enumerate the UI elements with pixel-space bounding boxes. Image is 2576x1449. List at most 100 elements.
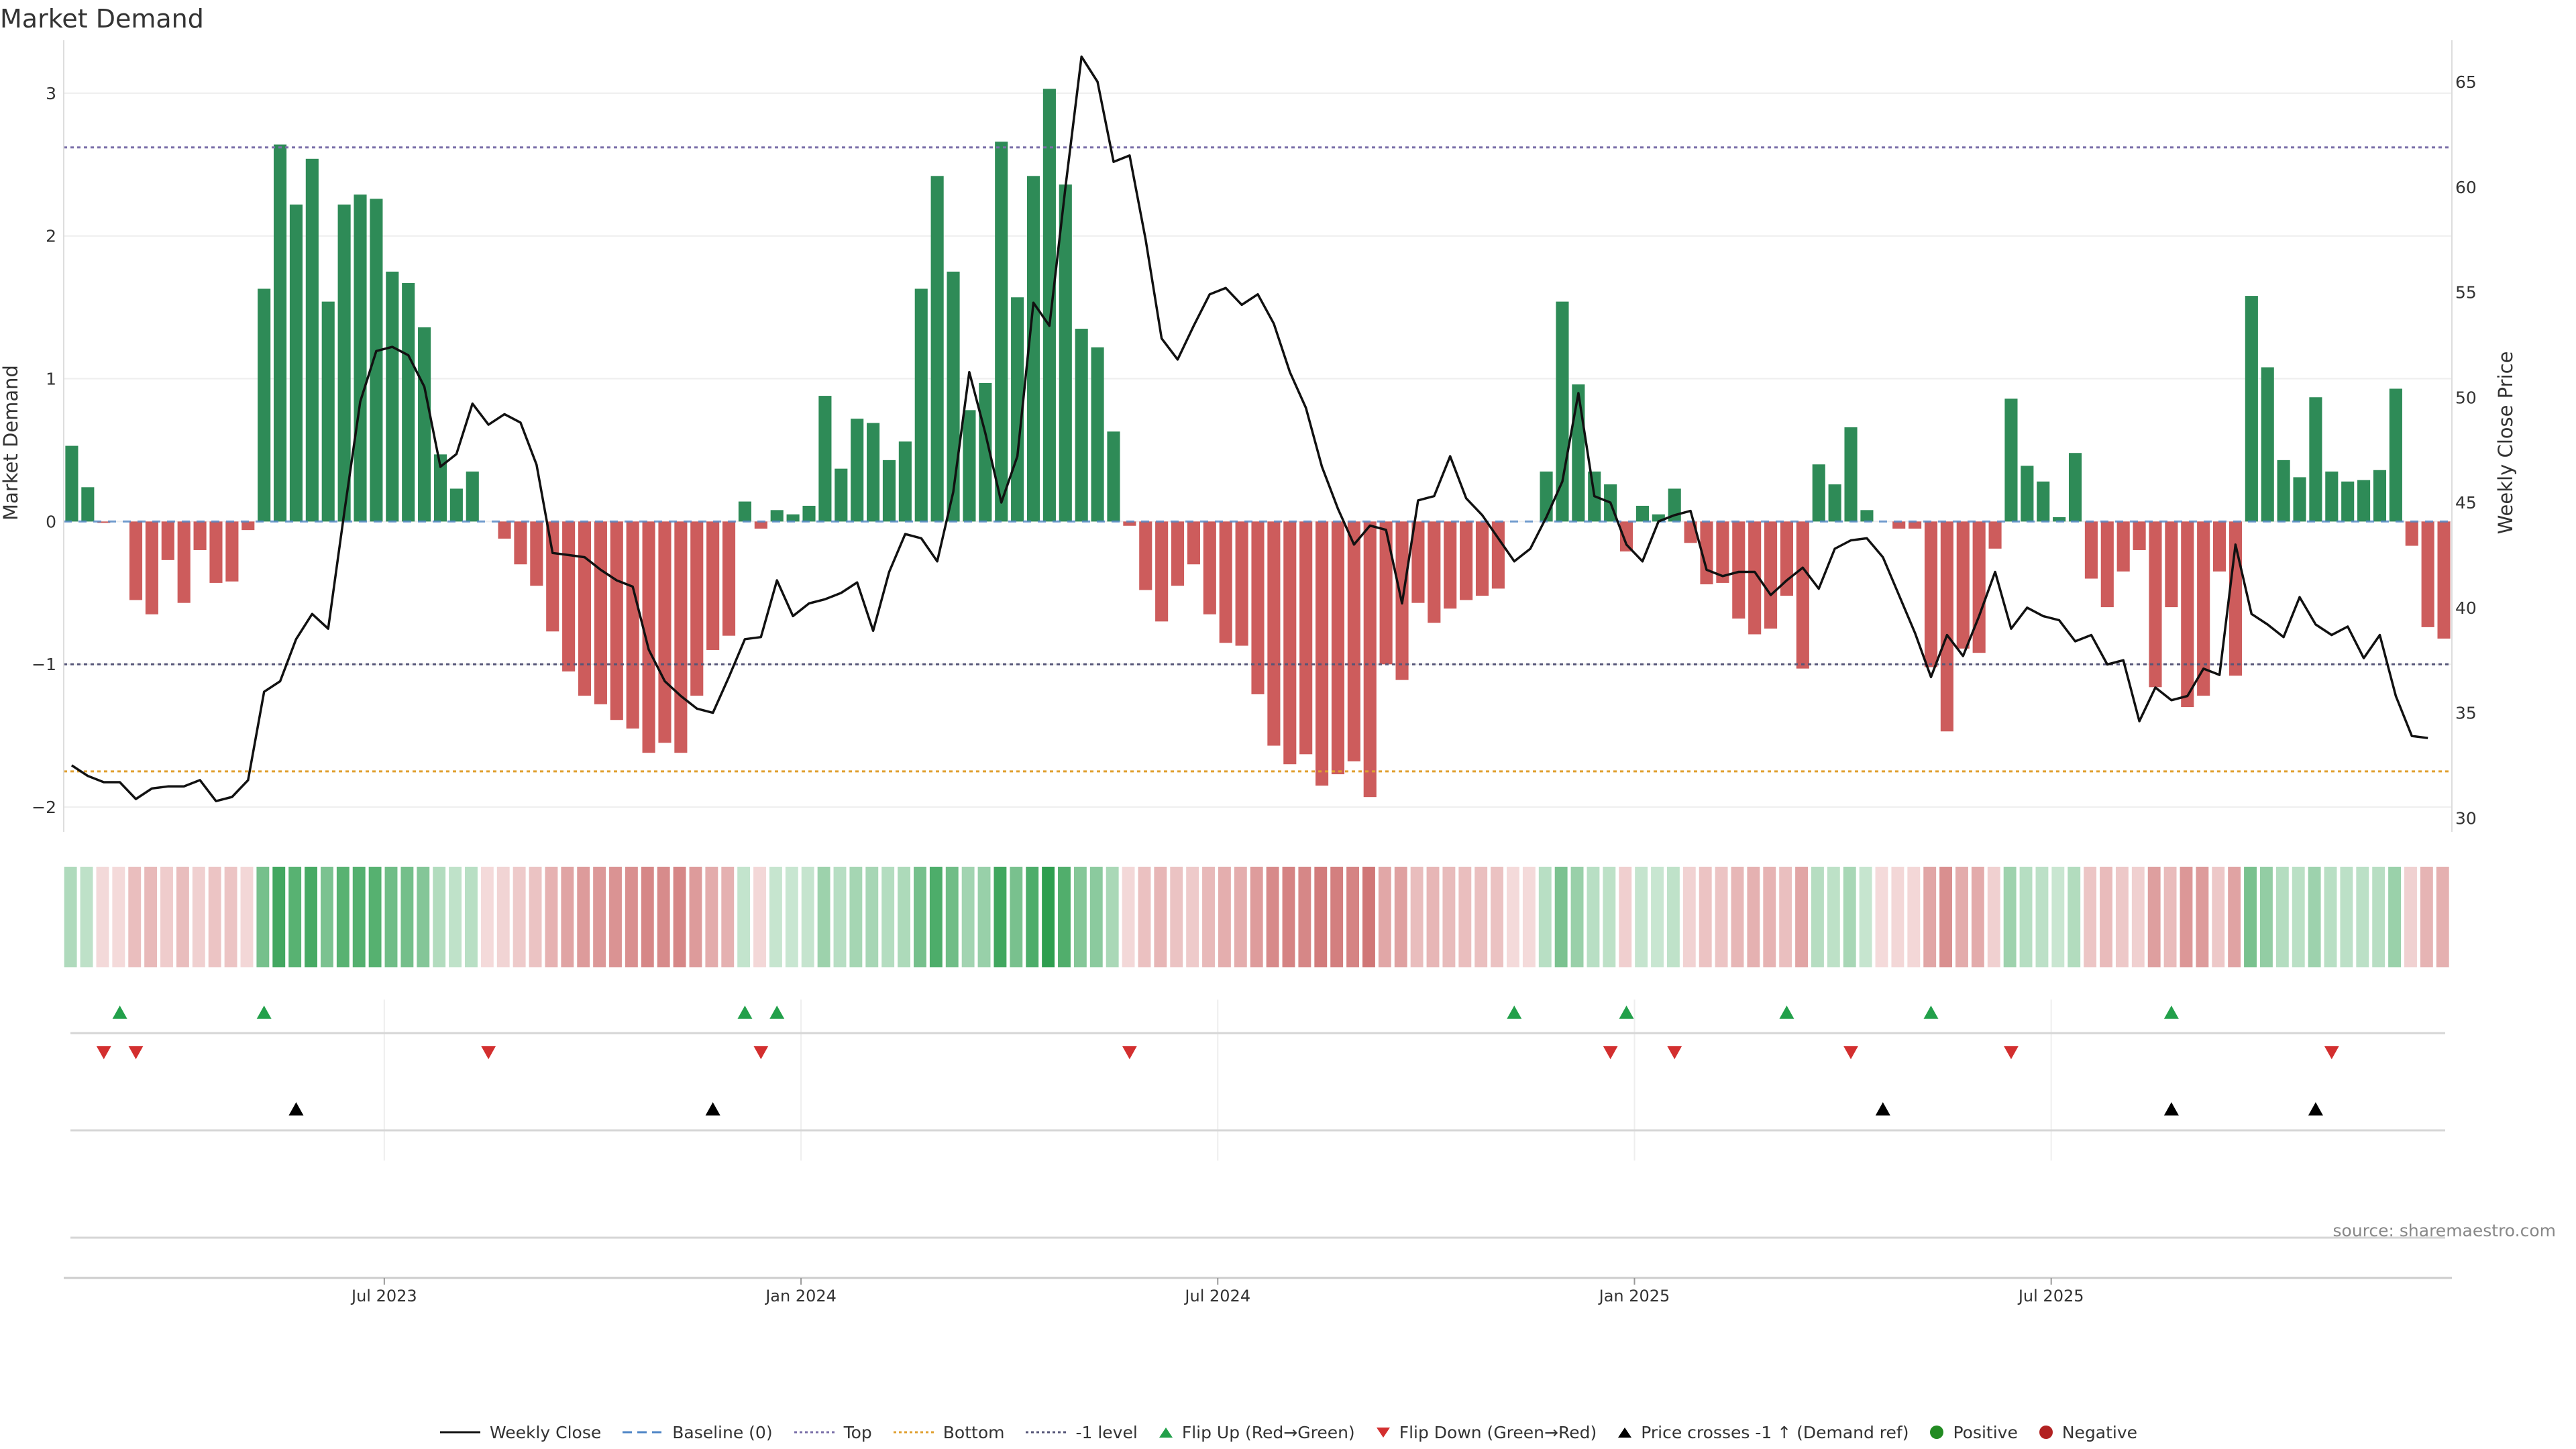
y2-tick-label: 35 <box>2455 704 2477 723</box>
heat-cell <box>288 867 302 967</box>
demand-bar <box>209 521 223 583</box>
demand-bar <box>1203 521 1216 614</box>
heat-cell <box>2131 867 2145 967</box>
heat-cell <box>1795 867 1808 967</box>
heat-cell <box>2196 867 2209 967</box>
heat-cell <box>1507 867 1519 967</box>
heat-cell <box>1442 867 1456 967</box>
demand-bar <box>2405 521 2418 546</box>
heat-cell <box>320 867 333 967</box>
demand-bar <box>674 521 688 753</box>
heat-cell <box>1458 867 1472 967</box>
demand-bars <box>65 89 2451 798</box>
heat-cell <box>2275 867 2289 967</box>
heat-cell <box>400 867 414 967</box>
heat-cell <box>1843 867 1856 967</box>
heat-cell <box>1089 867 1103 967</box>
heat-cell <box>929 867 943 967</box>
y-tick-label: 0 <box>46 512 56 531</box>
heat-cell <box>1875 867 1888 967</box>
heat-cell <box>2180 867 2193 967</box>
y-axis-title: Market Demand <box>0 365 22 521</box>
heat-cell <box>657 867 670 967</box>
heat-cell <box>1731 867 1744 967</box>
demand-bar <box>578 521 592 696</box>
demand-bar <box>995 142 1008 522</box>
heat-cell <box>1939 867 1953 967</box>
legend-baseline: Baseline (0) <box>621 1423 773 1442</box>
legend-line-icon <box>439 1431 480 1434</box>
demand-bar <box>466 471 479 522</box>
heat-cell <box>160 867 173 967</box>
flip-up-marker <box>2163 1006 2179 1019</box>
demand-bar <box>2277 460 2290 522</box>
heat-cell <box>2259 867 2273 967</box>
heat-cell <box>1907 867 1921 967</box>
legend-negative: Negative <box>2038 1423 2137 1442</box>
heat-cell <box>1394 867 1407 967</box>
y2-tick-label: 40 <box>2455 598 2477 618</box>
heat-cell <box>1619 867 1632 967</box>
demand-bar <box>562 521 576 672</box>
demand-bar <box>1635 505 1649 522</box>
source-credit: source: sharemaestro.com <box>2332 1221 2557 1240</box>
demand-bar <box>818 396 832 522</box>
demand-bar <box>1700 521 1713 585</box>
heat-cell <box>1554 867 1568 967</box>
demand-bar <box>1972 521 1986 653</box>
demand-bar <box>177 521 191 603</box>
demand-bar <box>65 445 78 522</box>
x-tick-label: Jul 2024 <box>1183 1287 1250 1305</box>
heat-cell <box>1987 867 2000 967</box>
heat-cell <box>1154 867 1167 967</box>
heat-cell <box>849 867 863 967</box>
heat-cell <box>208 867 221 967</box>
heat-cell <box>977 867 991 967</box>
y2-axis-title: Weekly Close Price <box>2494 352 2517 535</box>
legend-dashed-line-icon <box>623 1431 663 1434</box>
heat-cell <box>1234 867 1247 967</box>
heat-cell <box>112 867 125 967</box>
heat-cell <box>2100 867 2112 967</box>
heat-cell <box>881 867 895 967</box>
demand-bar <box>1460 521 1473 600</box>
demand-bar <box>610 521 623 720</box>
heat-cell <box>1603 867 1616 967</box>
heat-cell <box>64 867 77 967</box>
heat-cell <box>817 867 830 967</box>
heat-cell <box>1218 867 1231 967</box>
demand-bar <box>289 204 303 522</box>
legend-dotted-line-icon <box>893 1431 934 1434</box>
demand-bar <box>418 327 431 522</box>
demand-bar <box>2213 521 2226 572</box>
heat-cell <box>801 867 814 967</box>
flip-up-marker <box>737 1006 753 1019</box>
demand-bar <box>2197 521 2210 696</box>
legend: Weekly Close Baseline (0) Top Bottom -1 … <box>0 1421 2576 1444</box>
flip-up-marker <box>1507 1006 1522 1019</box>
price-cross-marker <box>705 1102 720 1116</box>
x-tick-label: Jan 2024 <box>764 1287 837 1305</box>
demand-bar <box>2421 521 2434 627</box>
demand-bar <box>1475 521 1489 596</box>
heat-cell <box>705 867 718 967</box>
demand-bar <box>2068 453 2082 522</box>
demand-bar <box>738 501 751 522</box>
demand-bar <box>2437 521 2451 639</box>
reference-lines <box>64 146 2452 773</box>
demand-bar <box>1331 521 1345 775</box>
axes-layer: −2 −1 0 1 2 3 30 35 40 45 50 55 60 65 Jul 2023 Jan 2024… <box>0 40 2517 1305</box>
heat-cell <box>80 867 93 967</box>
y2-tick-label: 50 <box>2455 388 2477 407</box>
demand-bar <box>1155 521 1169 622</box>
heat-cell <box>737 867 751 967</box>
demand-heat-strip <box>64 867 2449 967</box>
demand-bar <box>546 521 559 632</box>
heat-cell <box>1346 867 1360 967</box>
demand-bar <box>1812 464 1825 522</box>
demand-bar <box>786 514 800 522</box>
demand-bar <box>882 460 896 522</box>
demand-bar <box>690 521 704 696</box>
demand-bar <box>706 521 720 650</box>
demand-bar <box>145 521 158 614</box>
